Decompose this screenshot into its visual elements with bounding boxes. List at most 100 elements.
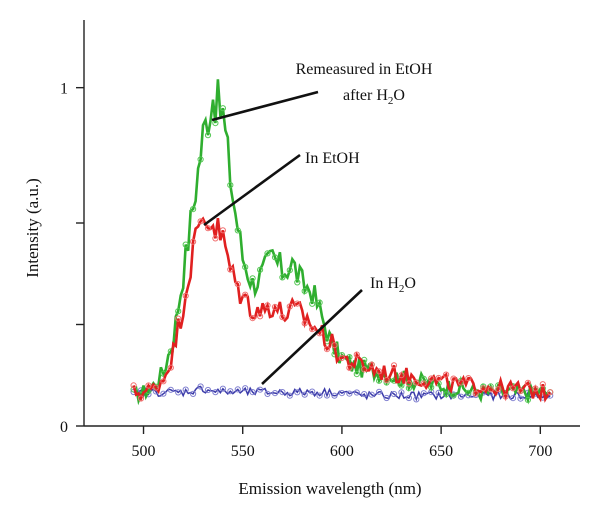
series-1-point <box>190 238 197 245</box>
x-tick-label-650: 650 <box>429 443 453 460</box>
series-2-point <box>271 390 279 397</box>
series-1-point <box>279 314 286 321</box>
series-0-point <box>405 385 412 392</box>
series-1-point <box>294 300 301 307</box>
series-0-point <box>212 120 219 127</box>
series-0-point <box>234 227 241 234</box>
series-0-point <box>398 382 405 389</box>
axes-layer <box>83 20 580 427</box>
series-1-point <box>182 292 189 299</box>
leader-in-etoh <box>203 153 301 227</box>
series-2-point <box>301 391 308 398</box>
series-0-point <box>294 279 301 286</box>
ticks-layer: 500 550 600 650 700 0 1 <box>60 81 552 460</box>
series-2-point <box>420 390 427 397</box>
series-2-point <box>249 389 256 396</box>
series-2-point <box>405 394 412 402</box>
series-2-point <box>361 391 368 398</box>
series-1-point <box>390 362 398 369</box>
series-1-point <box>420 380 427 387</box>
series-1-point <box>264 302 271 309</box>
series-0-point <box>286 267 293 274</box>
series-1-point <box>398 372 405 379</box>
series-1-point <box>204 225 212 232</box>
series-layer <box>130 79 554 406</box>
series-1-point <box>487 386 494 393</box>
series-2-point <box>175 389 182 396</box>
series-0-point <box>197 156 204 163</box>
series-2-point <box>197 383 204 390</box>
series-2-point <box>219 385 226 392</box>
series-1-point <box>338 354 345 361</box>
series-2-point <box>167 386 174 393</box>
series-2-point <box>204 386 212 394</box>
series-2-point <box>227 388 234 395</box>
series-1-point <box>219 227 226 234</box>
series-2-point <box>331 392 338 399</box>
series-0-point <box>175 308 182 315</box>
series-2-point <box>435 389 442 396</box>
series-1-point <box>346 364 353 371</box>
series-2-point <box>413 396 420 403</box>
series-2-point <box>279 389 286 396</box>
annotation-in-etoh: In EtOH <box>305 150 360 167</box>
series-2-point <box>346 390 353 397</box>
series-1-point <box>547 389 554 396</box>
series-2-point <box>509 395 517 402</box>
series-1-point <box>361 366 368 373</box>
series-0-point <box>257 266 264 273</box>
leader-in-h2o <box>261 289 363 385</box>
series-1-point <box>249 315 256 322</box>
series-2-point <box>264 390 271 397</box>
series-2-point <box>353 389 360 396</box>
series-0-point <box>376 377 383 384</box>
series-2-point <box>368 391 375 398</box>
series-2-point <box>212 389 219 396</box>
series-0-point <box>249 275 256 282</box>
series-2-point <box>323 392 331 399</box>
series-2-point <box>242 385 249 392</box>
series-2-point <box>309 388 316 395</box>
annotation-remeasured-line1: Remeasured in EtOH <box>296 61 433 78</box>
series-1-point <box>130 382 137 389</box>
series-1-point <box>242 291 249 298</box>
series-0-point <box>353 371 360 378</box>
series-0-point <box>190 206 197 213</box>
series-1-point <box>160 378 167 385</box>
series-0-point <box>204 132 212 139</box>
series-1-point <box>323 346 331 353</box>
series-1-point <box>309 326 316 333</box>
y-tick-label-0: 0 <box>60 419 68 436</box>
series-1-point <box>405 380 412 387</box>
series-0-point <box>450 392 457 399</box>
series-1-point <box>286 303 293 310</box>
series-1-point <box>443 371 450 378</box>
series-2-point <box>294 389 301 396</box>
y-axis-title: Intensity (a.u.) <box>23 178 42 278</box>
y-tick-label-3: 1 <box>60 81 68 98</box>
series-2-point <box>286 392 293 399</box>
series-1-point <box>465 375 472 382</box>
annotation-remeasured-line2: after H2O <box>343 87 405 107</box>
series-1-point <box>152 384 159 391</box>
series-2-point <box>457 393 465 400</box>
series-1-point <box>435 374 442 382</box>
series-1-point <box>532 385 539 392</box>
series-1-point <box>495 386 502 393</box>
annotations-layer: Remeasured in EtOH after H2O In EtOH In … <box>203 61 433 385</box>
series-2-point <box>390 390 398 398</box>
series-2-point <box>398 389 405 396</box>
series-1-point <box>137 395 145 402</box>
series-1-point <box>212 235 219 242</box>
series-1-point <box>234 281 241 288</box>
series-0-point <box>242 264 249 271</box>
series-2-point <box>383 394 390 402</box>
series-1-point <box>257 313 264 320</box>
series-1-point <box>480 385 487 392</box>
leader-remeasured <box>211 90 319 122</box>
series-1-point <box>145 382 152 389</box>
series-0-point <box>227 182 234 189</box>
series-1-point <box>175 315 182 322</box>
series-0-point <box>182 241 189 248</box>
series-2-point <box>376 388 383 395</box>
